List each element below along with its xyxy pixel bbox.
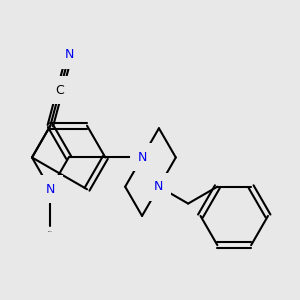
Text: methyl: methyl (48, 230, 53, 232)
Text: C: C (56, 84, 64, 97)
Text: N: N (154, 180, 164, 193)
Text: N: N (64, 48, 74, 61)
Text: N: N (137, 151, 147, 164)
Text: N: N (46, 183, 55, 196)
